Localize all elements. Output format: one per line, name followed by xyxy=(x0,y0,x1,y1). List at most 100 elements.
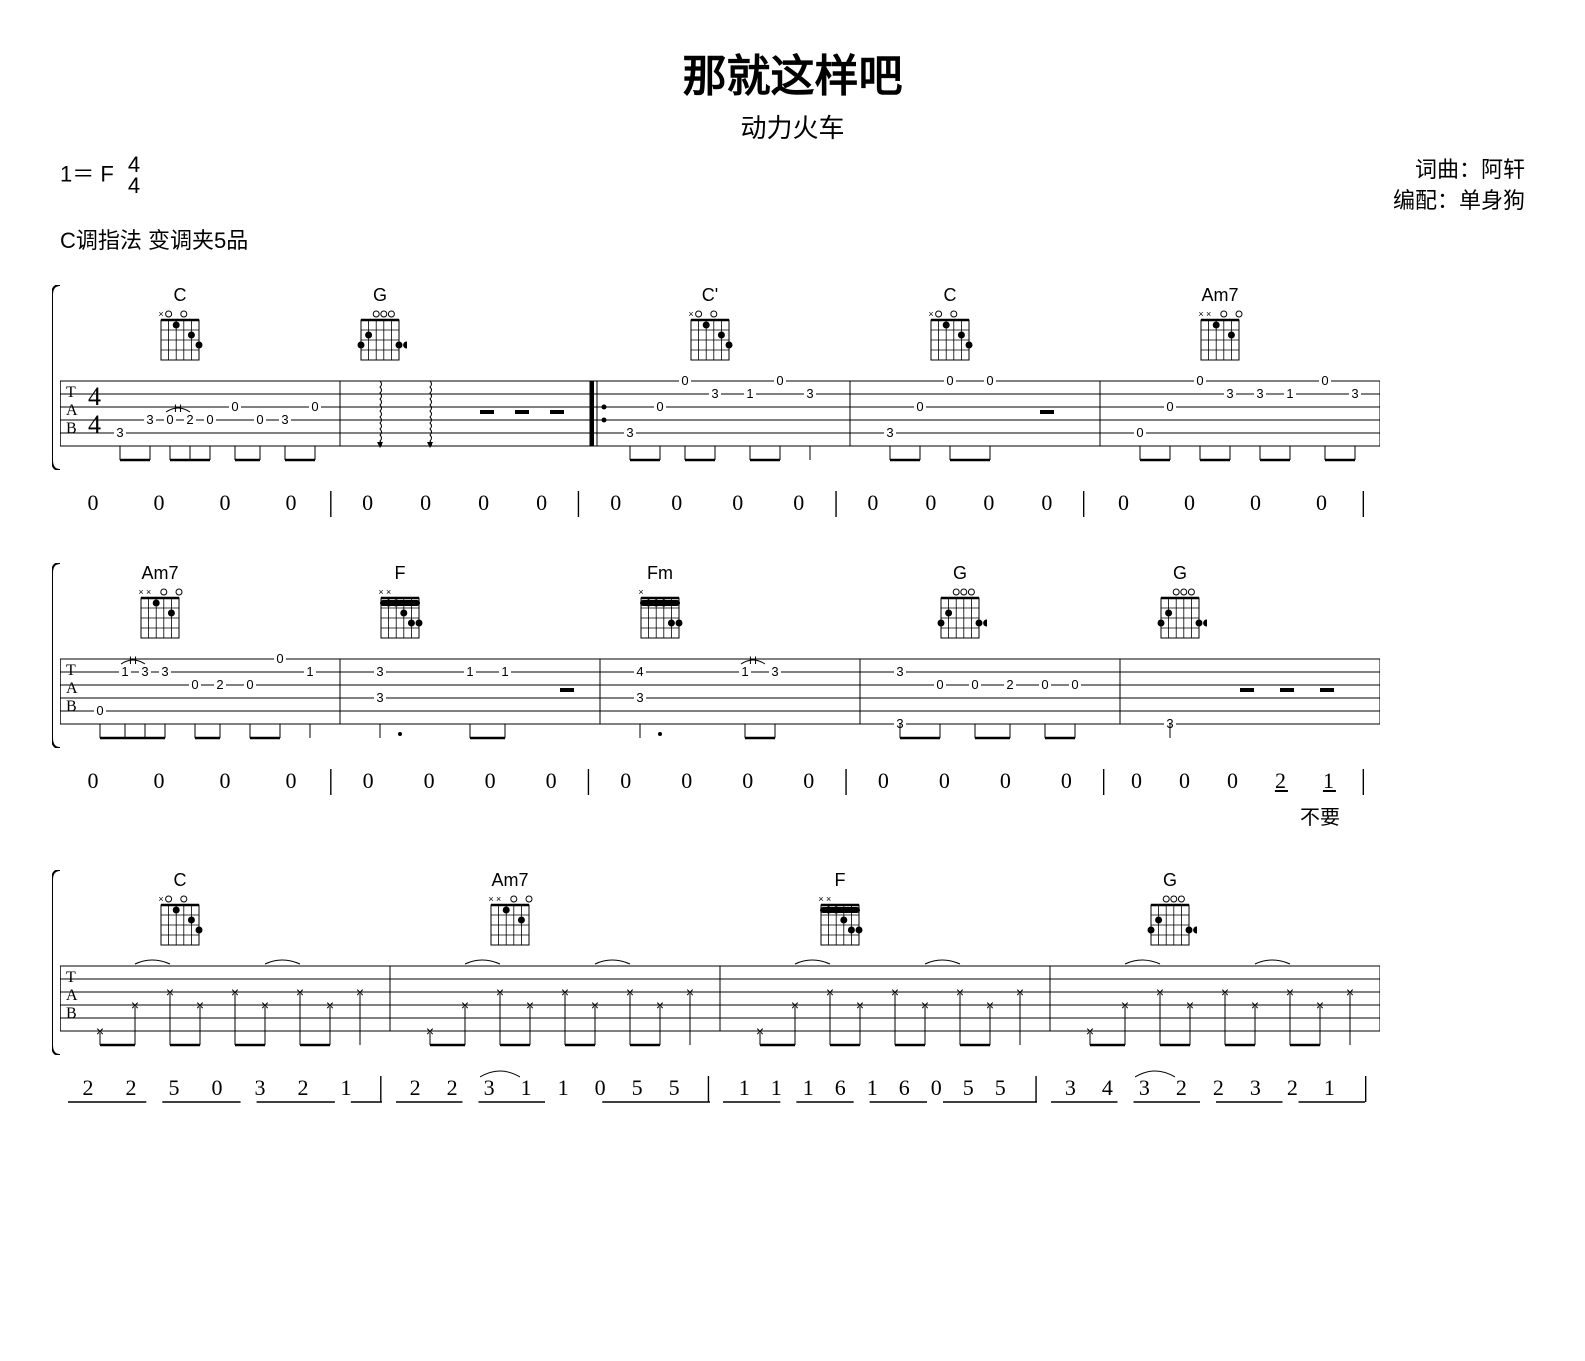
song-title: 那就这样吧 xyxy=(60,40,1525,104)
system-3: C × Am7 ×× F ×× xyxy=(60,870,1525,1108)
chord-name: Am7 xyxy=(483,870,537,891)
svg-text:×: × xyxy=(928,309,933,319)
svg-text:H: H xyxy=(129,655,137,667)
svg-text:3: 3 xyxy=(376,664,383,679)
chord-name: G xyxy=(933,563,987,584)
svg-text:A: A xyxy=(66,680,78,697)
svg-text:1: 1 xyxy=(746,386,753,401)
svg-text:3: 3 xyxy=(636,690,643,705)
svg-text:T: T xyxy=(66,662,76,679)
svg-text:A: A xyxy=(66,987,78,1004)
svg-text:4: 4 xyxy=(88,382,101,411)
svg-text:0: 0 xyxy=(206,412,213,427)
svg-text:2: 2 xyxy=(216,677,223,692)
svg-text:1: 1 xyxy=(1286,386,1293,401)
number-notation-row: 0000|0000|0000|0000|00021| xyxy=(60,761,1380,801)
svg-text:3: 3 xyxy=(896,664,903,679)
svg-text:×: × xyxy=(688,309,693,319)
key-time-info: 1＝ F 44 xyxy=(60,155,140,217)
svg-text:0: 0 xyxy=(276,651,283,666)
svg-text:0: 0 xyxy=(256,412,263,427)
svg-text:×: × xyxy=(638,587,643,597)
svg-text:3: 3 xyxy=(1256,386,1263,401)
svg-text:B: B xyxy=(66,420,77,437)
system-bracket xyxy=(52,563,60,830)
svg-text:0: 0 xyxy=(656,399,663,414)
tab-staff: TAB44330H2000303003103300000033103 xyxy=(60,363,1380,483)
artist-name: 动力火车 xyxy=(60,108,1525,145)
svg-text:3: 3 xyxy=(1226,386,1233,401)
svg-text:B: B xyxy=(66,1005,77,1022)
svg-text:×: × xyxy=(158,894,163,904)
svg-text:×: × xyxy=(386,587,391,597)
svg-text:3: 3 xyxy=(161,664,168,679)
svg-text:3: 3 xyxy=(806,386,813,401)
svg-text:0: 0 xyxy=(231,399,238,414)
system-2: Am7 ×× F ×× Fm × xyxy=(60,563,1525,830)
svg-text:H: H xyxy=(174,403,182,415)
system-bracket xyxy=(52,285,60,523)
svg-text:0: 0 xyxy=(166,412,173,427)
svg-text:0: 0 xyxy=(986,373,993,388)
svg-text:×: × xyxy=(158,309,163,319)
time-signature: 44 xyxy=(128,155,140,197)
system-bracket xyxy=(52,870,60,1108)
chord-name: Am7 xyxy=(1193,285,1247,306)
number-notation-row: 0000|0000|0000|0000|0000| xyxy=(60,483,1380,523)
system-1: C × G C' × xyxy=(60,285,1525,523)
svg-text:0: 0 xyxy=(946,373,953,388)
svg-text:0: 0 xyxy=(96,703,103,718)
svg-text:1: 1 xyxy=(306,664,313,679)
svg-text:0: 0 xyxy=(1196,373,1203,388)
chord-name: Fm xyxy=(633,563,687,584)
credits: 词曲：阿轩 编配：单身狗 xyxy=(1393,155,1525,217)
svg-text:1: 1 xyxy=(466,664,473,679)
chord-name: Am7 xyxy=(133,563,187,584)
svg-text:T: T xyxy=(66,969,76,986)
svg-text:3: 3 xyxy=(1351,386,1358,401)
chord-name: F xyxy=(813,870,867,891)
svg-text:0: 0 xyxy=(776,373,783,388)
chord-name: F xyxy=(373,563,427,584)
chord-name: G xyxy=(353,285,407,306)
svg-text:0: 0 xyxy=(916,399,923,414)
svg-text:0: 0 xyxy=(1321,373,1328,388)
svg-text:3: 3 xyxy=(711,386,718,401)
svg-text:0: 0 xyxy=(246,677,253,692)
svg-text:1: 1 xyxy=(501,664,508,679)
svg-text:3: 3 xyxy=(141,664,148,679)
svg-text:0: 0 xyxy=(681,373,688,388)
svg-text:×: × xyxy=(826,894,831,904)
svg-text:1: 1 xyxy=(121,664,128,679)
svg-text:3: 3 xyxy=(626,425,633,440)
svg-text:×: × xyxy=(496,894,501,904)
svg-text:2: 2 xyxy=(186,412,193,427)
svg-text:A: A xyxy=(66,402,78,419)
svg-text:2: 2 xyxy=(1006,677,1013,692)
svg-text:×: × xyxy=(378,587,383,597)
chord-name: C xyxy=(153,870,207,891)
svg-text:0: 0 xyxy=(1136,425,1143,440)
svg-text:3: 3 xyxy=(116,425,123,440)
chord-name: C xyxy=(923,285,977,306)
svg-text:3: 3 xyxy=(146,412,153,427)
svg-text:0: 0 xyxy=(936,677,943,692)
svg-text:4: 4 xyxy=(88,410,101,439)
svg-text:0: 0 xyxy=(1041,677,1048,692)
svg-text:B: B xyxy=(66,698,77,715)
lyric: 不要 xyxy=(60,801,1380,830)
chord-name: C' xyxy=(683,285,737,306)
chord-name: G xyxy=(1143,870,1197,891)
svg-text:3: 3 xyxy=(281,412,288,427)
chord-name: C xyxy=(153,285,207,306)
svg-text:T: T xyxy=(66,384,76,401)
svg-text:×: × xyxy=(138,587,143,597)
svg-text:0: 0 xyxy=(1166,399,1173,414)
svg-text:0: 0 xyxy=(311,399,318,414)
svg-text:1: 1 xyxy=(741,664,748,679)
number-notation-row: 2250321|22311055|111616055|34322321| xyxy=(60,1068,1380,1108)
svg-text:×: × xyxy=(1198,309,1203,319)
svg-text:×: × xyxy=(488,894,493,904)
svg-text:×: × xyxy=(818,894,823,904)
svg-text:0: 0 xyxy=(191,677,198,692)
